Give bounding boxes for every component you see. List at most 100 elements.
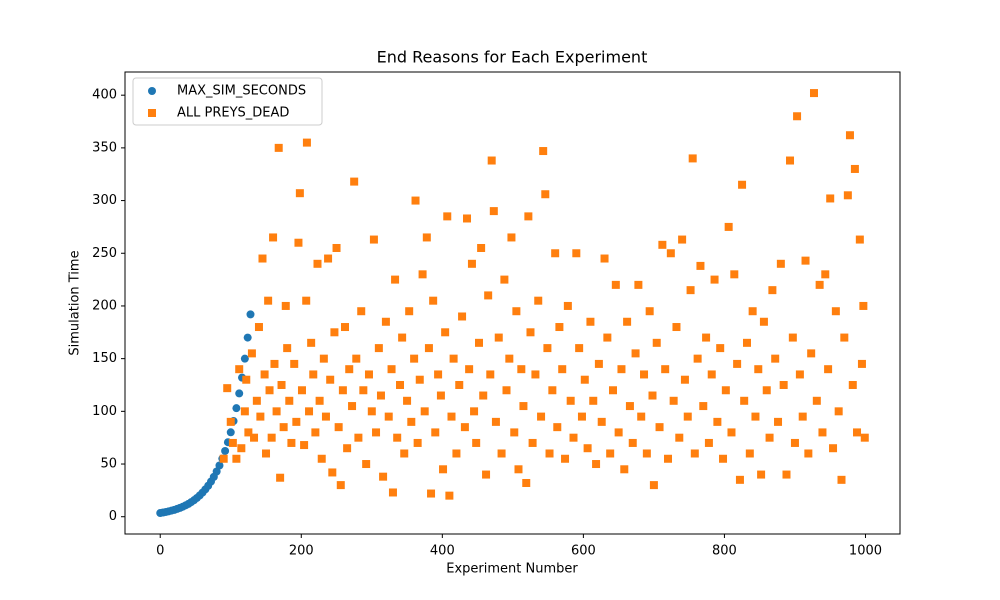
point: [512, 307, 521, 316]
point: [680, 375, 689, 384]
point: [277, 380, 286, 389]
legend-label: ALL PREYS_DEAD: [177, 106, 289, 121]
point: [352, 354, 361, 363]
point: [733, 359, 742, 368]
legend-marker: [148, 109, 156, 117]
point: [855, 235, 864, 244]
point: [305, 407, 314, 416]
point: [575, 344, 584, 353]
point: [290, 359, 299, 368]
point: [424, 344, 433, 353]
point: [294, 238, 303, 247]
point: [500, 275, 509, 284]
point: [219, 454, 228, 463]
point: [707, 370, 716, 379]
point: [330, 328, 339, 337]
y-tick-label: 50: [100, 457, 117, 472]
x-tick-label: 400: [430, 544, 455, 559]
point: [240, 354, 249, 363]
point: [258, 254, 267, 263]
point: [566, 396, 575, 405]
point: [652, 338, 661, 347]
point: [319, 354, 328, 363]
point: [447, 412, 456, 421]
point: [297, 386, 306, 395]
point: [226, 417, 235, 426]
point: [391, 275, 400, 284]
x-tick-label: 800: [712, 544, 737, 559]
point: [812, 396, 821, 405]
point: [345, 365, 354, 374]
point: [727, 428, 736, 437]
point: [580, 375, 589, 384]
point: [226, 428, 235, 437]
point: [608, 386, 617, 395]
point: [482, 470, 491, 479]
y-tick-label: 400: [92, 88, 117, 103]
point: [818, 428, 827, 437]
point: [254, 323, 263, 332]
point: [467, 259, 476, 268]
point: [528, 438, 537, 447]
point: [455, 380, 464, 389]
point: [332, 243, 341, 252]
point: [489, 207, 498, 216]
point: [699, 402, 708, 411]
point: [410, 354, 419, 363]
point: [262, 449, 271, 458]
point: [247, 349, 256, 358]
point: [537, 412, 546, 421]
point: [776, 259, 785, 268]
point: [634, 280, 643, 289]
point: [343, 444, 352, 453]
x-tick-label: 1000: [849, 544, 882, 559]
point: [857, 359, 866, 368]
point: [311, 428, 320, 437]
point: [407, 417, 416, 426]
point: [765, 433, 774, 442]
point: [771, 354, 780, 363]
point: [649, 481, 658, 490]
point: [367, 407, 376, 416]
point: [250, 433, 259, 442]
point: [648, 391, 657, 400]
point: [606, 449, 615, 458]
point: [357, 307, 366, 316]
point: [628, 438, 637, 447]
point: [445, 491, 454, 500]
point: [315, 396, 324, 405]
point: [477, 243, 486, 252]
point: [666, 249, 675, 258]
y-tick-label: 300: [92, 193, 117, 208]
point: [774, 417, 783, 426]
point: [497, 449, 506, 458]
point: [548, 386, 557, 395]
point: [600, 254, 609, 263]
point: [672, 323, 681, 332]
point: [420, 407, 429, 416]
point: [364, 370, 373, 379]
point: [826, 194, 835, 203]
point: [415, 375, 424, 384]
legend-label: MAX_SIM_SECONDS: [177, 84, 306, 99]
point: [748, 307, 757, 316]
point: [458, 312, 467, 321]
point: [362, 460, 371, 469]
x-axis-label: Experiment Number: [446, 562, 578, 577]
point: [300, 441, 309, 450]
point: [348, 402, 357, 411]
point: [264, 296, 273, 305]
point: [384, 412, 393, 421]
point: [418, 270, 427, 279]
point: [427, 489, 436, 498]
point: [295, 189, 304, 198]
point: [272, 407, 281, 416]
point: [669, 396, 678, 405]
y-tick-label: 150: [92, 351, 117, 366]
point: [491, 417, 500, 426]
point: [561, 454, 570, 463]
point: [292, 417, 301, 426]
point: [690, 449, 699, 458]
point: [223, 384, 232, 393]
point: [850, 164, 859, 173]
